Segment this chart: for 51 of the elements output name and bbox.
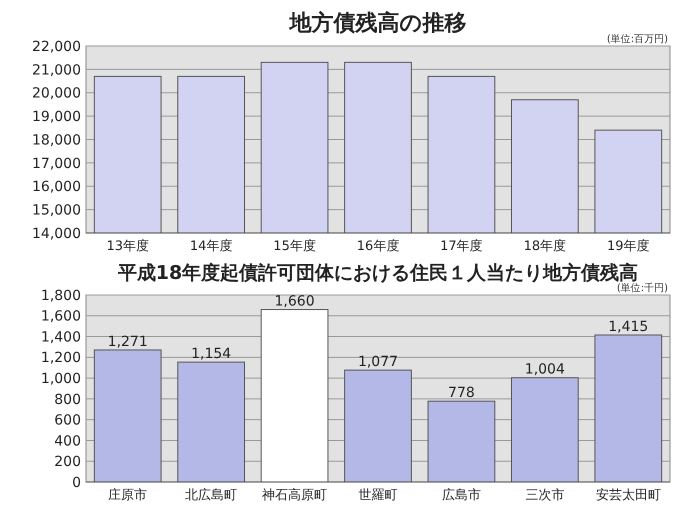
- bar: [594, 334, 662, 482]
- x-tick-label: 14年度: [190, 238, 232, 254]
- y-tick-label: 400: [54, 433, 81, 450]
- chart-title: 平成18年度起債許可団体における住民１人当たり地方債残高: [116, 262, 638, 284]
- text: (単位:百万円): [606, 33, 668, 45]
- y-tick-label: 800: [54, 392, 81, 408]
- y-tick-label: 22,000: [32, 38, 81, 55]
- bar: [260, 309, 328, 482]
- data-label: 1,154: [191, 346, 232, 362]
- bar: [177, 362, 246, 482]
- data-label: 1,271: [108, 334, 148, 350]
- x-tick-label: 庄原市: [108, 488, 148, 503]
- y-tick-label: 17,000: [32, 156, 81, 172]
- data-label: 1,660: [274, 294, 315, 310]
- bar: [94, 349, 162, 482]
- y-tick-label: 14,000: [32, 226, 81, 242]
- bar: [344, 370, 412, 482]
- y-tick-label: 200: [54, 454, 81, 470]
- x-tick-label: 広島市: [442, 487, 481, 503]
- bar: [428, 400, 496, 482]
- x-tick-label: 世羅町: [358, 488, 398, 503]
- x-tick-label: 神石高原町: [262, 487, 328, 503]
- x-tick-label: 北広島町: [185, 487, 238, 503]
- y-tick-label: 16,000: [32, 179, 81, 196]
- y-tick-label: 1,000: [40, 371, 81, 388]
- chart-title: 地方債残高の推移: [288, 10, 466, 36]
- x-tick-label: 安芸太田町: [596, 487, 661, 503]
- x-tick-label: 三次市: [525, 488, 564, 503]
- data-label: 1,415: [608, 318, 648, 335]
- y-tick-label: 0: [72, 474, 81, 491]
- x-tick-label: 17年度: [440, 238, 483, 254]
- data-label: 1,077: [358, 354, 398, 370]
- y-tick-label: 1,200: [40, 350, 81, 366]
- x-tick-label: 16年度: [356, 238, 400, 254]
- y-tick-label: 600: [54, 412, 81, 429]
- y-tick-label: 1,800: [40, 288, 81, 304]
- data-label: 1,004: [524, 362, 565, 378]
- y-tick-label: 20,000: [32, 86, 81, 102]
- data-label: 778: [448, 385, 475, 402]
- x-tick-label: 13年度: [106, 238, 149, 254]
- y-tick-label: 1,600: [40, 308, 81, 325]
- x-tick-label: 18年度: [524, 238, 566, 254]
- y-tick-label: 19,000: [32, 109, 81, 126]
- y-tick-label: 21,000: [32, 62, 81, 78]
- y-tick-label: 1,400: [40, 329, 81, 346]
- bar: [510, 377, 579, 482]
- text: (単位:千円): [616, 282, 668, 294]
- y-tick-label: 18,000: [32, 132, 81, 148]
- x-tick-label: 19年度: [607, 238, 650, 254]
- x-tick-label: 15年度: [273, 238, 316, 254]
- y-tick-label: 15,000: [32, 202, 81, 219]
